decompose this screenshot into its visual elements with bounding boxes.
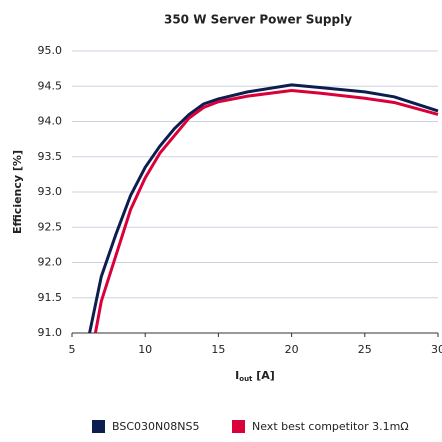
x-tick-label: 30 xyxy=(431,343,442,356)
chart-title: 350 W Server Power Supply xyxy=(164,13,352,27)
y-tick-label: 91.0 xyxy=(38,326,63,339)
y-tick-label: 92.5 xyxy=(38,220,63,233)
x-tick-label: 10 xyxy=(138,343,152,356)
y-tick-label: 91.5 xyxy=(38,291,63,304)
series-line xyxy=(93,88,439,333)
legend-swatch xyxy=(232,420,245,433)
y-tick-label: 93.0 xyxy=(38,185,63,198)
legend-swatch xyxy=(92,420,105,433)
y-tick-label: 93.5 xyxy=(38,150,63,163)
x-axis-label-main: I xyxy=(235,369,239,382)
y-tick-label: 95.0 xyxy=(38,44,63,57)
y-tick-label: 94.5 xyxy=(38,79,63,92)
x-tick-label: 25 xyxy=(358,343,372,356)
legend-label: BSC030N08NS5 xyxy=(112,420,199,433)
y-tick-label: 94.0 xyxy=(38,115,63,128)
x-axis-label: Iout [A] xyxy=(235,369,275,383)
series-line xyxy=(88,83,439,333)
x-tick-label: 20 xyxy=(285,343,299,356)
x-tick-label: 15 xyxy=(211,343,225,356)
x-tick-label: 5 xyxy=(69,343,76,356)
y-tick-label: 92.0 xyxy=(38,256,63,269)
y-axis-label: Efficiency [%] xyxy=(11,150,24,234)
legend-label: Next best competitor 3.1mΩ xyxy=(252,420,409,433)
x-axis-label-sub: out xyxy=(239,375,253,383)
x-axis-label-unit: [A] xyxy=(252,369,274,382)
